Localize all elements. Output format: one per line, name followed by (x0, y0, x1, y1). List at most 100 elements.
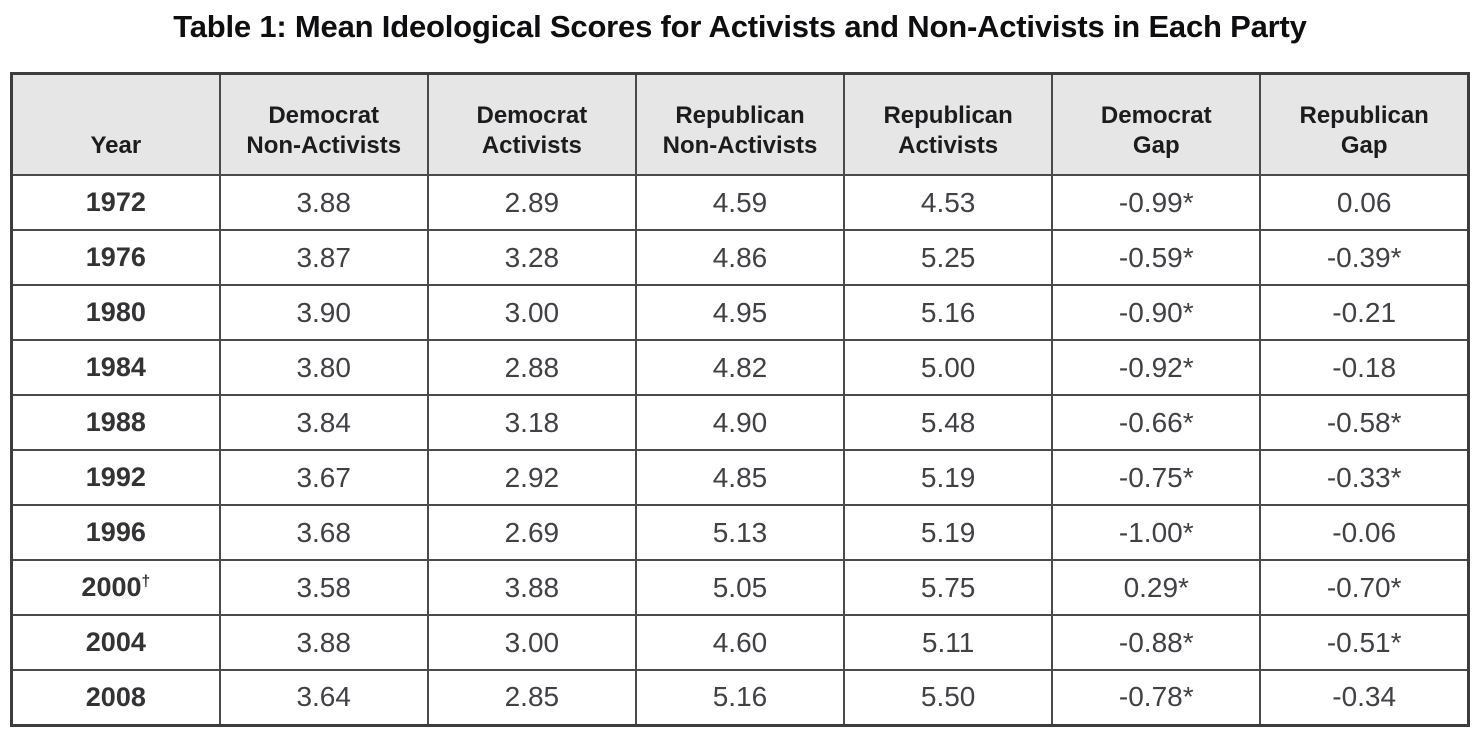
data-cell: 5.11 (843, 614, 1054, 671)
data-cell: 5.16 (634, 669, 846, 726)
table-body: 1972 3.88 2.89 4.59 4.53 -0.99* 0.06 1976 3.87 3.… (10, 174, 1470, 726)
year-cell: 1976 (10, 229, 221, 286)
column-header-line: Non-Activists (662, 132, 818, 159)
data-cell: 2.85 (426, 669, 637, 726)
data-cell: 5.19 (843, 449, 1054, 506)
column-header-line: Democrat (476, 102, 588, 129)
data-cell: 0.06 (1259, 174, 1470, 231)
table-row: 2004 3.88 3.00 4.60 5.11 -0.88* -0.51* (10, 614, 1470, 671)
column-header-republican-gap: Republican Gap (1259, 72, 1470, 176)
data-cell: 3.67 (218, 449, 429, 506)
data-cell: -0.92* (1051, 339, 1262, 396)
data-cell: -0.39* (1259, 229, 1470, 286)
year-cell: 1992 (10, 449, 221, 506)
data-cell: 4.85 (634, 449, 846, 506)
column-header-democrat-non-activists: Democrat Non-Activists (218, 72, 429, 176)
data-cell: -0.06 (1259, 504, 1470, 561)
table-row: 1980 3.90 3.00 4.95 5.16 -0.90* -0.21 (10, 284, 1470, 341)
data-cell: -0.59* (1051, 229, 1262, 286)
data-cell: 5.48 (843, 394, 1054, 451)
table-row: 2000† 3.58 3.88 5.05 5.75 0.29* -0.70* (10, 559, 1470, 616)
column-header-year: Year (10, 72, 221, 176)
data-cell: 3.88 (426, 559, 637, 616)
data-cell: 4.95 (634, 284, 846, 341)
year-cell: 1996 (10, 504, 221, 561)
data-cell: 4.86 (634, 229, 846, 286)
year-cell: 2004 (10, 614, 221, 671)
data-cell: -0.90* (1051, 284, 1262, 341)
data-cell: -0.99* (1051, 174, 1262, 231)
column-header-line: Non-Activists (246, 132, 402, 159)
data-cell: -0.58* (1259, 394, 1470, 451)
data-cell: 2.69 (426, 504, 637, 561)
column-header-republican-activists: Republican Activists (843, 72, 1054, 176)
data-cell: -0.70* (1259, 559, 1470, 616)
data-cell: 3.28 (426, 229, 637, 286)
data-cell: 5.75 (843, 559, 1054, 616)
data-cell: 3.80 (218, 339, 429, 396)
table-row: 1988 3.84 3.18 4.90 5.48 -0.66* -0.58* (10, 394, 1470, 451)
table-row: 1972 3.88 2.89 4.59 4.53 -0.99* 0.06 (10, 174, 1470, 231)
data-cell: 4.53 (843, 174, 1054, 231)
data-cell: 5.13 (634, 504, 846, 561)
column-header-line: Gap (1132, 132, 1180, 159)
data-cell: 4.90 (634, 394, 846, 451)
data-cell: 3.87 (218, 229, 429, 286)
column-header-line: Gap (1340, 132, 1388, 159)
data-cell: 3.00 (426, 614, 637, 671)
data-cell: -0.34 (1259, 669, 1470, 726)
header-row: Year Democrat Non-Activists Democrat Activis… (10, 72, 1470, 176)
column-header-line: Activists (898, 132, 999, 159)
column-header-republican-non-activists: Republican Non-Activists (634, 72, 846, 176)
data-cell: 3.68 (218, 504, 429, 561)
column-header-line: Republican (675, 102, 805, 129)
dagger-footnote-marker: † (141, 573, 151, 590)
data-cell: 2.88 (426, 339, 637, 396)
data-cell: 2.92 (426, 449, 637, 506)
column-header-line: Democrat (268, 102, 380, 129)
year-cell: 1972 (10, 174, 221, 231)
data-cell: 4.59 (634, 174, 846, 231)
year-cell: 1984 (10, 339, 221, 396)
ideology-scores-table: Year Democrat Non-Activists Democrat Activis… (10, 72, 1470, 727)
data-cell: 0.29* (1051, 559, 1262, 616)
table-row: 2008 3.64 2.85 5.16 5.50 -0.78* -0.34 (10, 669, 1470, 726)
data-cell: 4.60 (634, 614, 846, 671)
table-title: Table 1: Mean Ideological Scores for Act… (173, 9, 1307, 44)
data-cell: 3.88 (218, 174, 429, 231)
column-header-democrat-activists: Democrat Activists (426, 72, 637, 176)
data-cell: -0.88* (1051, 614, 1262, 671)
data-cell: 5.00 (843, 339, 1054, 396)
table-row: 1996 3.68 2.69 5.13 5.19 -1.00* -0.06 (10, 504, 1470, 561)
data-cell: 3.90 (218, 284, 429, 341)
data-cell: -0.75* (1051, 449, 1262, 506)
data-cell: 3.00 (426, 284, 637, 341)
column-header-democrat-gap: Democrat Gap (1051, 72, 1262, 176)
column-header-line: Republican (883, 102, 1013, 129)
data-cell: -0.51* (1259, 614, 1470, 671)
data-cell: 3.64 (218, 669, 429, 726)
data-cell: 5.16 (843, 284, 1054, 341)
data-cell: 3.84 (218, 394, 429, 451)
data-cell: 3.58 (218, 559, 429, 616)
year-cell: 1988 (10, 394, 221, 451)
data-cell: 3.18 (426, 394, 637, 451)
column-header-line: Year (90, 132, 142, 159)
data-cell: 3.88 (218, 614, 429, 671)
data-cell: -0.21 (1259, 284, 1470, 341)
year-cell: 2008 (10, 669, 221, 726)
table-row: 1984 3.80 2.88 4.82 5.00 -0.92* -0.18 (10, 339, 1470, 396)
data-cell: 4.82 (634, 339, 846, 396)
column-header-line: Activists (481, 132, 582, 159)
column-header-line: Republican (1299, 102, 1429, 129)
data-cell: -0.66* (1051, 394, 1262, 451)
data-cell: -1.00* (1051, 504, 1262, 561)
data-cell: 2.89 (426, 174, 637, 231)
data-cell: 5.50 (843, 669, 1054, 726)
column-header-line: Democrat (1100, 102, 1212, 129)
data-cell: 5.05 (634, 559, 846, 616)
year-cell: 1980 (10, 284, 221, 341)
data-cell: -0.18 (1259, 339, 1470, 396)
data-cell: -0.33* (1259, 449, 1470, 506)
